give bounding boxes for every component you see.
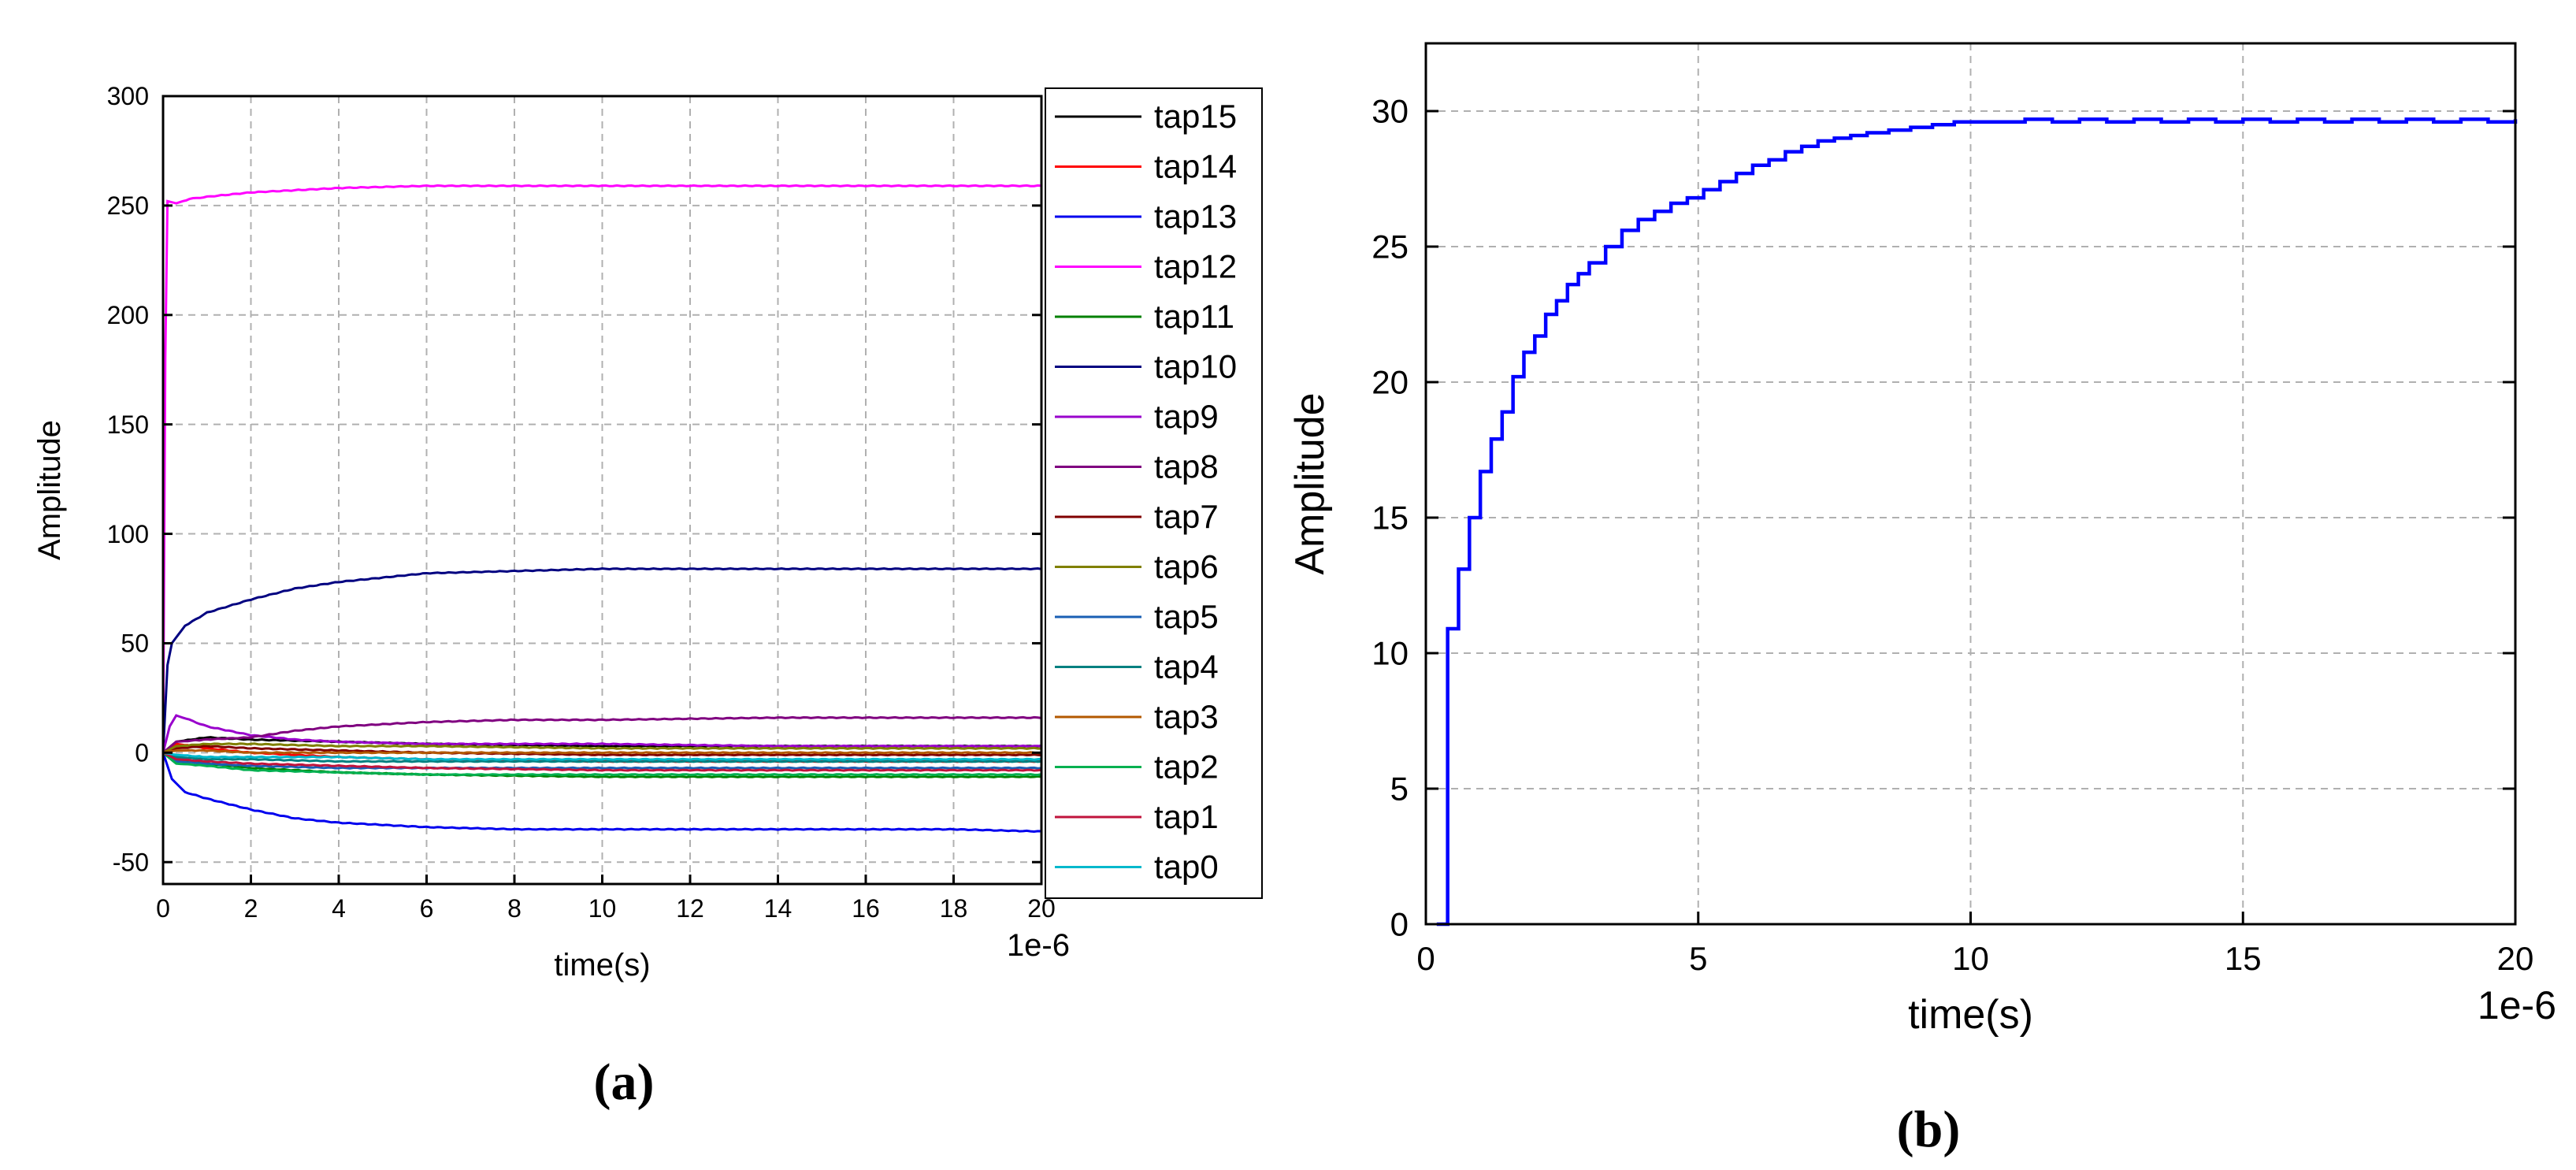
legend-label-tap1: tap1 — [1154, 798, 1219, 835]
legend-label-tap2: tap2 — [1154, 748, 1219, 786]
y-tick-label: 10 — [1372, 635, 1409, 672]
series-line-tap5 — [162, 752, 1042, 770]
x-tick-label: 8 — [507, 894, 522, 923]
series-line-tap1 — [162, 751, 1042, 772]
chart-b-x-scale-label: 1e-6 — [2478, 983, 2556, 1027]
series-line-tap2 — [162, 752, 1042, 777]
legend-label-tap12: tap12 — [1154, 248, 1237, 285]
legend-label-tap8: tap8 — [1154, 448, 1219, 485]
chart-a-x-axis-label: time(s) — [554, 948, 650, 982]
y-tick-label: -50 — [113, 848, 149, 876]
series-line-tap9 — [161, 714, 1042, 753]
series-line-tap10 — [161, 566, 1042, 753]
y-tick-label: 5 — [1390, 771, 1409, 808]
legend-label-tap7: tap7 — [1154, 498, 1219, 535]
y-tick-label: 0 — [1390, 906, 1409, 943]
y-tick-label: 20 — [1372, 364, 1409, 401]
x-tick-label: 6 — [420, 894, 434, 923]
chart-a-x-scale-label: 1e-6 — [1007, 928, 1070, 963]
series-line-tap7 — [162, 745, 1042, 757]
x-tick-label: 0 — [1416, 940, 1435, 977]
series-line-tap4 — [162, 751, 1042, 763]
x-tick-label: 20 — [2497, 940, 2534, 977]
legend-label-tap13: tap13 — [1154, 198, 1237, 235]
chart-a-gridlines — [163, 96, 1041, 884]
y-tick-label: 50 — [121, 630, 149, 658]
chart-b-series — [1436, 117, 2518, 927]
series-line-trace-0 — [1436, 117, 2518, 927]
series-line-tap3 — [162, 748, 1042, 755]
x-tick-label: 15 — [2225, 940, 2262, 977]
x-tick-label: 10 — [588, 894, 617, 923]
y-tick-label: 30 — [1372, 93, 1409, 130]
x-tick-label: 10 — [1952, 940, 1989, 977]
chart-a-series — [161, 184, 1042, 834]
y-tick-label: 0 — [135, 739, 149, 767]
legend-label-tap4: tap4 — [1154, 648, 1219, 685]
legend-label-tap11: tap11 — [1154, 298, 1234, 335]
legend-box — [1045, 87, 1263, 899]
chart-b-x-axis-label: time(s) — [1908, 992, 2033, 1038]
y-tick-label: 100 — [107, 520, 149, 548]
x-tick-label: 16 — [852, 894, 880, 923]
series-line-tap0 — [162, 751, 1042, 761]
x-tick-label: 2 — [244, 894, 258, 923]
x-tick-label: 14 — [764, 894, 792, 923]
legend-label-tap14: tap14 — [1154, 148, 1237, 185]
y-tick-label: 15 — [1372, 500, 1409, 537]
y-tick-label: 150 — [107, 410, 149, 439]
legend-label-tap9: tap9 — [1154, 398, 1219, 435]
series-line-tap6 — [162, 742, 1041, 754]
series-line-tap13 — [161, 752, 1042, 834]
series-line-tap12 — [161, 184, 1042, 753]
y-tick-label: 200 — [107, 301, 149, 329]
legend-label-tap15: tap15 — [1154, 98, 1237, 135]
chart-panel-b: 0 5 10 15 20 0 5 10 15 20 25 30 time(s) Amplitude 1… — [1287, 42, 2556, 1158]
chart-b-gridlines — [1426, 43, 2515, 924]
series-line-tap8 — [162, 715, 1042, 754]
x-tick-label: 4 — [332, 894, 346, 923]
chart-a-legend: tap15 tap14 tap13 tap12 tap11 tap10 tap9 tap8 ta… — [1045, 87, 1263, 899]
chart-a-y-axis-label: Amplitude — [32, 420, 67, 560]
y-tick-label: 25 — [1372, 228, 1409, 266]
legend-label-tap5: tap5 — [1154, 598, 1219, 635]
x-tick-label: 18 — [940, 894, 968, 923]
legend-label-tap0: tap0 — [1154, 849, 1219, 886]
x-tick-label: 5 — [1689, 940, 1707, 977]
chart-a-caption: (a) — [594, 1053, 655, 1111]
chart-b-caption: (b) — [1897, 1101, 1961, 1158]
legend-label-tap3: tap3 — [1154, 698, 1219, 735]
x-tick-label: 12 — [676, 894, 704, 923]
y-tick-label: 300 — [107, 82, 149, 110]
series-line-tap11 — [162, 751, 1042, 778]
y-tick-label: 250 — [107, 191, 149, 220]
legend-label-tap6: tap6 — [1154, 548, 1219, 585]
chart-b-ticks: 0 5 10 15 20 0 5 10 15 20 25 30 — [1372, 93, 2533, 977]
legend-label-tap10: tap10 — [1154, 348, 1237, 385]
x-tick-label: 0 — [156, 894, 170, 923]
chart-b-y-axis-label: Amplitude — [1287, 392, 1333, 574]
